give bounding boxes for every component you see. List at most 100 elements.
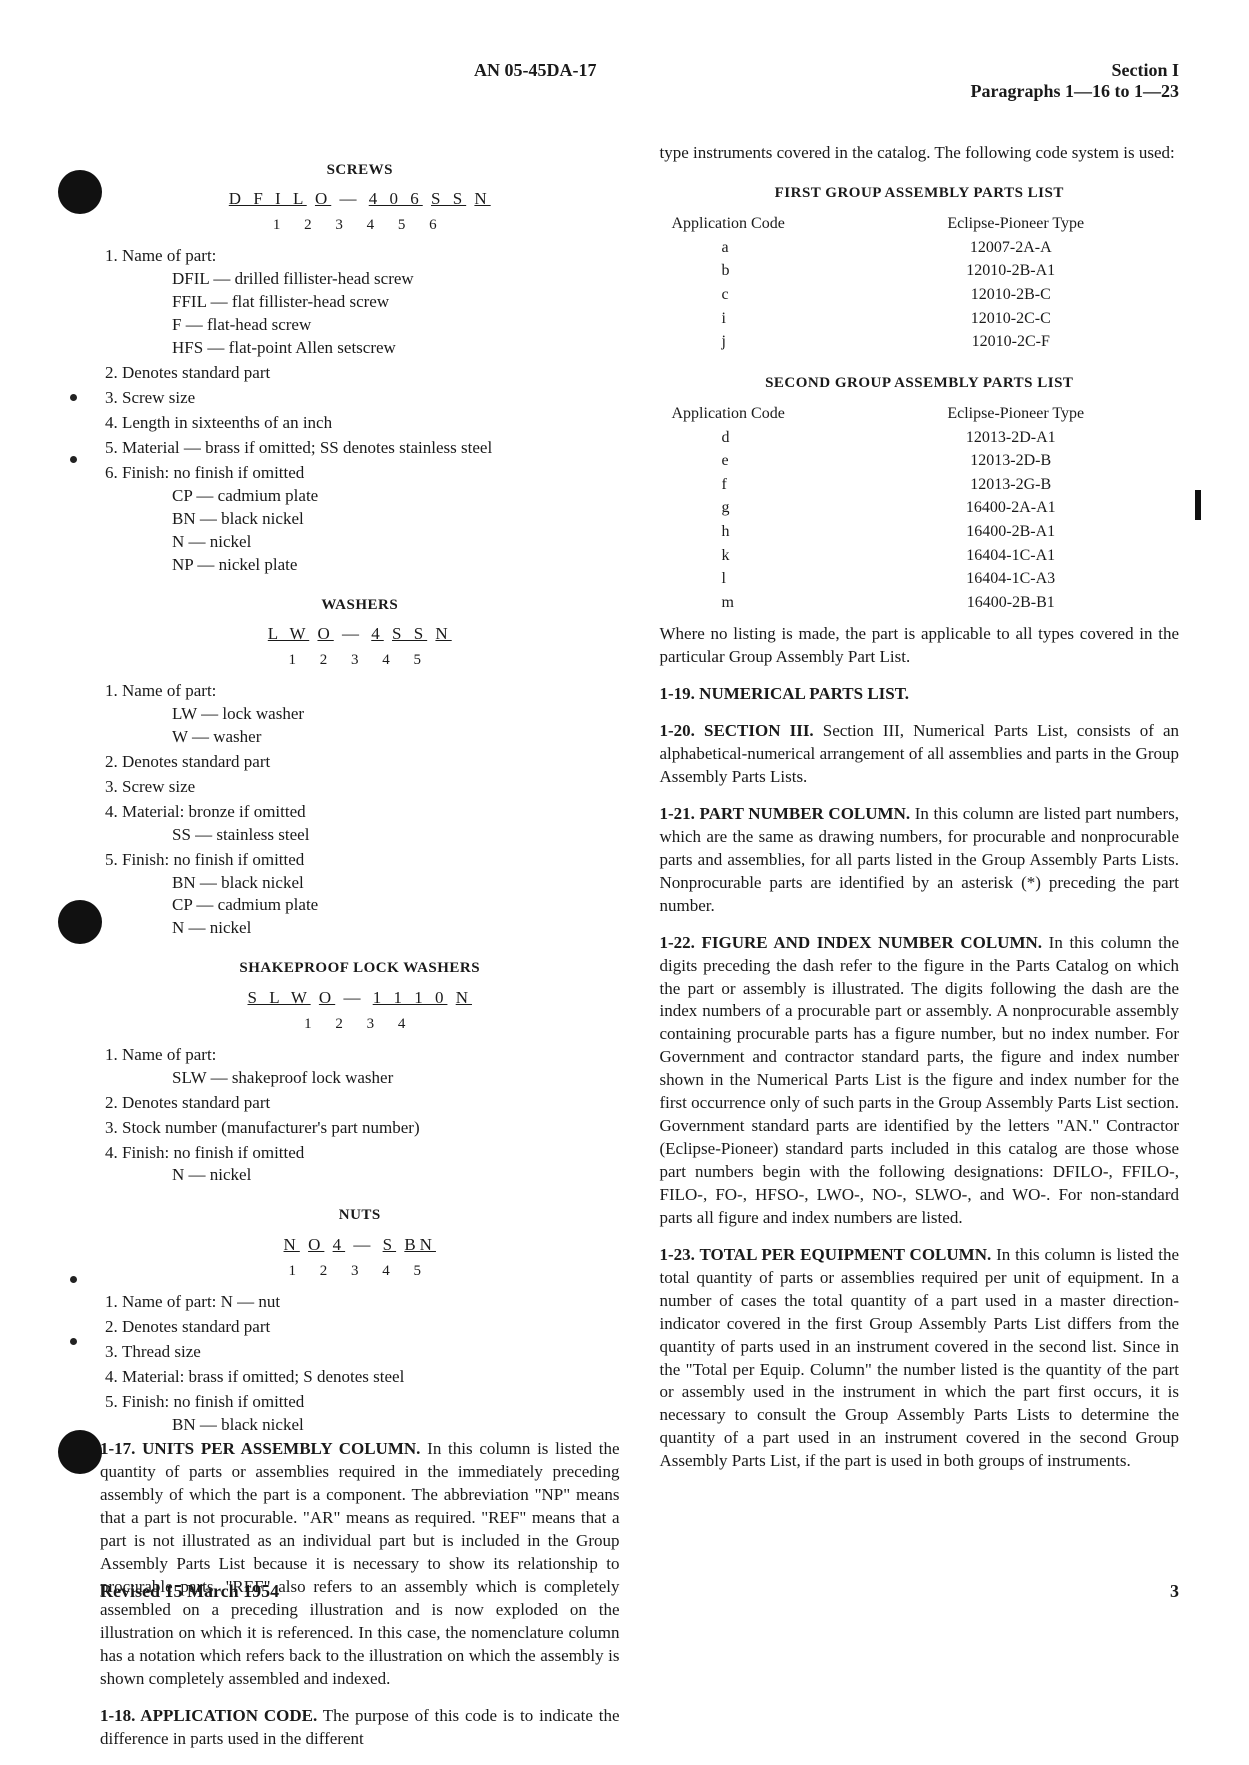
table-row: b12010-2B-A1 — [662, 260, 1178, 282]
list-item: Finish: no finish if omittedN — nickel — [122, 1142, 620, 1188]
margin-dot — [70, 1276, 77, 1283]
binder-hole — [58, 900, 102, 944]
sub-item: N — nickel — [172, 917, 620, 940]
binder-hole — [58, 1430, 102, 1474]
table-row: m16400-2B-B1 — [662, 592, 1178, 614]
table-row: c12010-2B-C — [662, 284, 1178, 306]
list-item: Finish: no finish if omittedBN — black n… — [122, 1391, 620, 1437]
page-number: 3 — [1170, 1581, 1179, 1602]
list-item: Denotes standard part — [122, 751, 620, 774]
sub-item: N — nickel — [172, 531, 620, 554]
change-bar — [1195, 490, 1201, 520]
screws-heading: SCREWS — [100, 160, 620, 180]
para-1-19: 1-19. NUMERICAL PARTS LIST. — [660, 683, 1180, 706]
right-column: type instruments covered in the catalog.… — [660, 142, 1180, 1765]
second-group-heading: SECOND GROUP ASSEMBLY PARTS LIST — [660, 373, 1180, 393]
left-column: SCREWS D F I L O — 4 0 6 S S N 1 2 3 4 5 … — [100, 142, 620, 1765]
para-1-21: 1-21. PART NUMBER COLUMN. In this column… — [660, 803, 1180, 918]
list-item: Denotes standard part — [122, 1092, 620, 1115]
sub-item: CP — cadmium plate — [172, 894, 620, 917]
list-item: Length in sixteenths of an inch — [122, 412, 620, 435]
table-row: i12010-2C-C — [662, 308, 1178, 330]
para-1-17: 1-17. UNITS PER ASSEMBLY COLUMN. In this… — [100, 1438, 620, 1690]
list-item: Finish: no finish if omittedCP — cadmium… — [122, 462, 620, 577]
slw-code: S L W O — 1 1 1 0 N — [100, 987, 620, 1010]
table-header: Application Code — [662, 403, 873, 425]
paragraph-range: Paragraphs 1—16 to 1—23 — [971, 81, 1180, 102]
list-item: Material: brass if omitted; S denotes st… — [122, 1366, 620, 1389]
screws-code: D F I L O — 4 0 6 S S N — [100, 188, 620, 211]
list-item: Denotes standard part — [122, 1316, 620, 1339]
table-row: l16404-1C-A3 — [662, 568, 1178, 590]
nuts-heading: NUTS — [100, 1205, 620, 1225]
sub-item: BN — black nickel — [172, 1414, 620, 1437]
page-header: AN 05-45DA-17 Section I Paragraphs 1—16 … — [100, 60, 1179, 102]
second-group-table: Application CodeEclipse-Pioneer Typed120… — [660, 401, 1180, 615]
table-header: Eclipse-Pioneer Type — [875, 213, 1178, 235]
sub-item: SLW — shakeproof lock washer — [172, 1067, 620, 1090]
list-item: Thread size — [122, 1341, 620, 1364]
table-row: h16400-2B-A1 — [662, 521, 1178, 543]
para-1-22: 1-22. FIGURE AND INDEX NUMBER COLUMN. In… — [660, 932, 1180, 1230]
table-row: j12010-2C-F — [662, 331, 1178, 353]
table-header: Eclipse-Pioneer Type — [875, 403, 1178, 425]
para-1-23: 1-23. TOTAL PER EQUIPMENT COLUMN. In thi… — [660, 1244, 1180, 1473]
slw-indices: 1 2 3 4 — [100, 1014, 620, 1034]
table-row: a12007-2A-A — [662, 237, 1178, 259]
sub-item: CP — cadmium plate — [172, 485, 620, 508]
list-item: Denotes standard part — [122, 362, 620, 385]
sub-item: HFS — flat-point Allen setscrew — [172, 337, 620, 360]
list-item: Name of part:DFIL — drilled fillister-he… — [122, 245, 620, 360]
sub-item: BN — black nickel — [172, 508, 620, 531]
list-item: Material — brass if omitted; SS denotes … — [122, 437, 620, 460]
sub-item: SS — stainless steel — [172, 824, 620, 847]
table-row: d12013-2D-A1 — [662, 427, 1178, 449]
washers-indices: 1 2 3 4 5 — [100, 650, 620, 670]
table-row: f12013-2G-B — [662, 474, 1178, 496]
first-group-table: Application CodeEclipse-Pioneer Typea120… — [660, 211, 1180, 355]
nuts-indices: 1 2 3 4 5 — [100, 1261, 620, 1281]
slw-heading: SHAKEPROOF LOCK WASHERS — [100, 958, 620, 978]
list-item: Stock number (manufacturer's part number… — [122, 1117, 620, 1140]
first-group-heading: FIRST GROUP ASSEMBLY PARTS LIST — [660, 183, 1180, 203]
margin-dot — [70, 1338, 77, 1345]
sub-item: W — washer — [172, 726, 620, 749]
sub-item: BN — black nickel — [172, 872, 620, 895]
list-item: Screw size — [122, 776, 620, 799]
list-item: Finish: no finish if omittedBN — black n… — [122, 849, 620, 941]
washers-code: L W O — 4 S S N — [100, 623, 620, 646]
margin-dot — [70, 394, 77, 401]
revision-date: Revised 15 March 1954 — [100, 1581, 279, 1602]
page-footer: Revised 15 March 1954 3 — [100, 1581, 1179, 1602]
slw-list: Name of part:SLW — shakeproof lock washe… — [100, 1044, 620, 1188]
sub-item: LW — lock washer — [172, 703, 620, 726]
sub-item: DFIL — drilled fillister-head screw — [172, 268, 620, 291]
after-groups: Where no listing is made, the part is ap… — [660, 623, 1180, 669]
table-row: g16400-2A-A1 — [662, 497, 1178, 519]
doc-number: AN 05-45DA-17 — [100, 60, 971, 102]
sub-item: NP — nickel plate — [172, 554, 620, 577]
right-intro: type instruments covered in the catalog.… — [660, 142, 1180, 165]
table-header: Application Code — [662, 213, 873, 235]
list-item: Name of part:SLW — shakeproof lock washe… — [122, 1044, 620, 1090]
screws-list: Name of part:DFIL — drilled fillister-he… — [100, 245, 620, 576]
sub-item: FFIL — flat fillister-head screw — [172, 291, 620, 314]
washers-heading: WASHERS — [100, 595, 620, 615]
nuts-list: Name of part: N — nutDenotes standard pa… — [100, 1291, 620, 1437]
washers-list: Name of part:LW — lock washerW — washerD… — [100, 680, 620, 940]
table-row: e12013-2D-B — [662, 450, 1178, 472]
sub-item: F — flat-head screw — [172, 314, 620, 337]
screws-indices: 1 2 3 4 5 6 — [100, 215, 620, 235]
nuts-code: N O 4 — S BN — [100, 1234, 620, 1257]
sub-item: N — nickel — [172, 1164, 620, 1187]
list-item: Name of part: N — nut — [122, 1291, 620, 1314]
margin-dot — [70, 456, 77, 463]
table-row: k16404-1C-A1 — [662, 545, 1178, 567]
list-item: Screw size — [122, 387, 620, 410]
section-label: Section I — [971, 60, 1180, 81]
para-1-18: 1-18. APPLICATION CODE. The purpose of t… — [100, 1705, 620, 1751]
list-item: Name of part:LW — lock washerW — washer — [122, 680, 620, 749]
binder-hole — [58, 170, 102, 214]
list-item: Material: bronze if omittedSS — stainles… — [122, 801, 620, 847]
para-1-20: 1-20. SECTION III. Section III, Numerica… — [660, 720, 1180, 789]
